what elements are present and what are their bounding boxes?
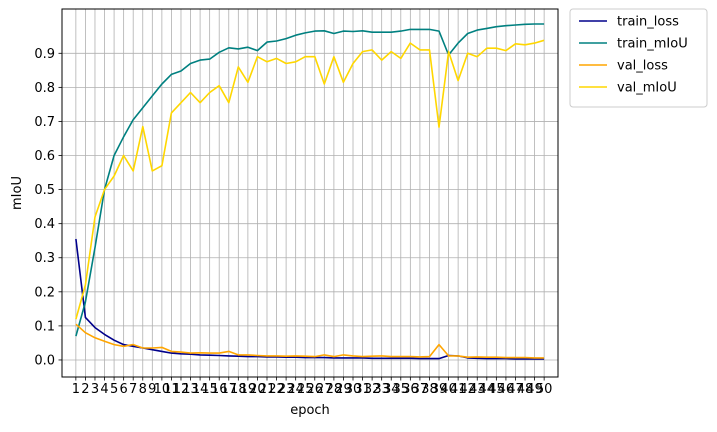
x-tick-label: 25 bbox=[297, 382, 314, 397]
x-tick-label: 15 bbox=[201, 382, 218, 397]
y-tick-label: 0.6 bbox=[34, 149, 55, 164]
legend-label: train_mIoU bbox=[617, 37, 688, 52]
x-tick-label: 39 bbox=[431, 382, 448, 397]
x-tick-label: 45 bbox=[488, 382, 505, 397]
x-tick-label: 23 bbox=[278, 382, 295, 397]
series-line-val-miou bbox=[75, 39, 545, 320]
y-tick-label: 0.5 bbox=[34, 183, 55, 198]
plot-frame bbox=[61, 8, 559, 378]
x-tick-label: 48 bbox=[517, 382, 534, 397]
x-tick-label: 12 bbox=[173, 382, 190, 397]
axis-ticks: 1 2 3 4 5 6 7 8 91011121314151617181920212223242… bbox=[34, 47, 552, 397]
x-axis-label: epoch bbox=[290, 403, 330, 418]
y-tick-label: 0.7 bbox=[34, 115, 55, 130]
x-tick-label: 47 bbox=[507, 382, 524, 397]
x-tick-label: 9 bbox=[148, 382, 156, 397]
x-tick-label: 10 bbox=[154, 382, 171, 397]
grid bbox=[62, 9, 558, 377]
legend-label: train_loss bbox=[617, 15, 679, 30]
series-line-train-loss bbox=[75, 238, 545, 360]
y-tick-label: 0.2 bbox=[34, 285, 55, 300]
legend: train_loss train_mIoU val_loss val_mIoU bbox=[569, 8, 708, 108]
series-line-train-miou bbox=[75, 23, 545, 337]
x-tick-label: 30 bbox=[345, 382, 362, 397]
x-tick-label: 14 bbox=[192, 382, 209, 397]
x-tick-label: 11 bbox=[163, 382, 180, 397]
x-tick-label: 46 bbox=[498, 382, 515, 397]
x-tick-label: 34 bbox=[383, 382, 400, 397]
y-tick-label: 0.9 bbox=[34, 47, 55, 62]
series-lines bbox=[75, 23, 545, 360]
x-tick-label: 50 bbox=[536, 382, 553, 397]
x-tick-label: 49 bbox=[526, 382, 543, 397]
series-line-val-loss bbox=[75, 323, 545, 359]
x-tick-label: 3 bbox=[91, 382, 99, 397]
x-tick-label: 13 bbox=[182, 382, 199, 397]
x-tick-label: 24 bbox=[287, 382, 304, 397]
x-tick-label: 2 bbox=[81, 382, 89, 397]
x-tick-label: 27 bbox=[316, 382, 333, 397]
x-tick-label: 26 bbox=[307, 382, 324, 397]
y-axis-label: mIoU bbox=[10, 176, 25, 210]
x-tick-label: 44 bbox=[479, 382, 496, 397]
x-tick-label: 19 bbox=[240, 382, 257, 397]
x-tick-label: 37 bbox=[412, 382, 429, 397]
x-tick-label: 20 bbox=[249, 382, 266, 397]
legend-label: val_loss bbox=[617, 59, 668, 74]
x-tick-label: 29 bbox=[335, 382, 352, 397]
x-tick-label: 32 bbox=[364, 382, 381, 397]
x-tick-label: 42 bbox=[459, 382, 476, 397]
y-tick-label: 0.1 bbox=[34, 319, 55, 334]
legend-label: val_mIoU bbox=[617, 81, 677, 96]
x-tick-label: 17 bbox=[220, 382, 237, 397]
x-tick-label: 7 bbox=[129, 382, 137, 397]
x-tick-label: 31 bbox=[354, 382, 371, 397]
x-tick-label: 21 bbox=[259, 382, 276, 397]
y-tick-label: 0.3 bbox=[34, 251, 55, 266]
x-tick-label: 43 bbox=[469, 382, 486, 397]
x-tick-label: 41 bbox=[450, 382, 467, 397]
x-tick-label: 6 bbox=[120, 382, 128, 397]
x-tick-label: 28 bbox=[326, 382, 343, 397]
x-tick-label: 33 bbox=[373, 382, 390, 397]
x-tick-label: 35 bbox=[393, 382, 410, 397]
x-tick-label: 22 bbox=[268, 382, 285, 397]
x-tick-label: 4 bbox=[100, 382, 108, 397]
x-tick-label: 16 bbox=[211, 382, 228, 397]
x-tick-label: 18 bbox=[230, 382, 247, 397]
x-tick-label: 36 bbox=[402, 382, 419, 397]
x-tick-label: 38 bbox=[421, 382, 438, 397]
y-tick-label: 0.8 bbox=[34, 81, 55, 96]
legend-frame bbox=[569, 8, 708, 108]
y-tick-label: 0.4 bbox=[34, 217, 55, 232]
x-tick-label: 1 bbox=[72, 382, 80, 397]
y-tick-label: 0.0 bbox=[34, 353, 55, 368]
x-tick-label: 40 bbox=[440, 382, 457, 397]
x-tick-label: 8 bbox=[139, 382, 147, 397]
x-tick-label: 5 bbox=[110, 382, 118, 397]
